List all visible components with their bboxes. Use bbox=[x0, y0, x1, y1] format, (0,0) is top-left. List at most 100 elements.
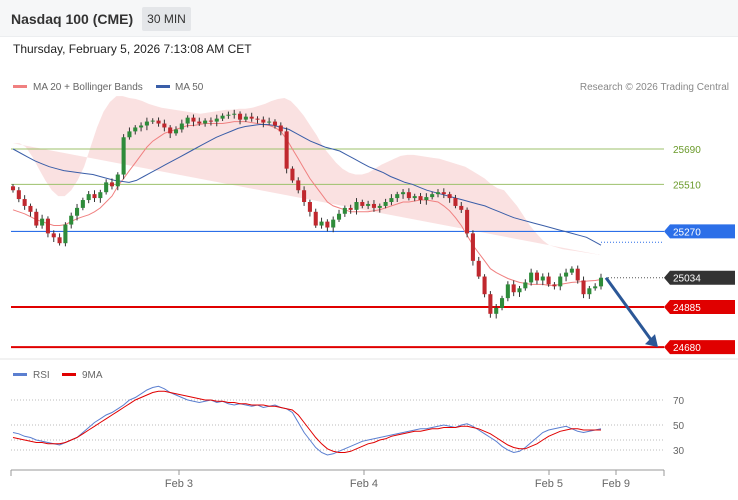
legend-label-ma20: MA 20 + Bollinger Bands bbox=[33, 82, 143, 93]
candle-body bbox=[377, 205, 382, 208]
projection-arrowhead bbox=[645, 334, 658, 348]
rsi-tick-label: 70 bbox=[673, 396, 685, 407]
support-tag-4 bbox=[664, 299, 735, 314]
candle-body bbox=[558, 276, 563, 287]
candle-body bbox=[494, 307, 499, 314]
candle-body bbox=[63, 224, 68, 244]
candle-body bbox=[552, 284, 557, 287]
candle-body bbox=[470, 233, 475, 261]
candle-body bbox=[540, 276, 545, 281]
candle-body bbox=[28, 205, 33, 212]
x-tick-label: Feb 5 bbox=[535, 478, 563, 490]
candle-body bbox=[593, 286, 598, 289]
candlesticks bbox=[10, 109, 604, 319]
candle-body bbox=[459, 205, 464, 210]
candle-body bbox=[534, 272, 539, 281]
candle-body bbox=[360, 202, 365, 206]
pivot-tag bbox=[664, 224, 735, 239]
candle-body bbox=[34, 211, 39, 226]
candle-body bbox=[208, 120, 213, 122]
candle-body bbox=[412, 196, 417, 199]
rsi-legend: RSI 9MA bbox=[13, 370, 103, 381]
candle-body bbox=[441, 192, 446, 195]
candle-body bbox=[598, 277, 604, 287]
candle-body bbox=[22, 199, 27, 206]
candle-body bbox=[564, 272, 569, 277]
candle-body bbox=[69, 215, 74, 225]
last-price-tag bbox=[664, 270, 735, 285]
candle-body bbox=[267, 121, 272, 123]
candle-body bbox=[40, 218, 45, 226]
legend-swatch-rsi bbox=[13, 373, 27, 376]
legend-swatch-9ma bbox=[62, 373, 76, 376]
candle-body bbox=[581, 280, 586, 295]
candle-body bbox=[418, 196, 423, 201]
price-level-labels: 25690 25510 25270 25034 24885 24680 bbox=[664, 145, 735, 355]
candle-body bbox=[238, 113, 243, 120]
candle-body bbox=[10, 186, 16, 191]
x-tick-label: Feb 3 bbox=[165, 478, 193, 490]
candle-body bbox=[453, 198, 458, 206]
candle-body bbox=[529, 272, 534, 283]
candle-body bbox=[488, 294, 493, 314]
candle-body bbox=[127, 131, 132, 138]
candle-body bbox=[261, 119, 266, 123]
candle-body bbox=[389, 198, 394, 202]
candle-body bbox=[173, 129, 179, 134]
candle-body bbox=[342, 207, 347, 214]
legend-swatch-ma50 bbox=[156, 85, 170, 88]
candle-body bbox=[569, 268, 574, 273]
rsi-line bbox=[12, 385, 602, 456]
candle-body bbox=[325, 221, 330, 228]
candle-body bbox=[150, 120, 155, 122]
candle-body bbox=[214, 118, 219, 122]
candle-body bbox=[296, 180, 301, 191]
legend-label-9ma: 9MA bbox=[82, 370, 103, 381]
candle-body bbox=[278, 125, 283, 132]
candle-body bbox=[80, 200, 85, 208]
candle-body bbox=[144, 121, 149, 126]
candle-body bbox=[354, 202, 359, 210]
rsi-tick-label: 50 bbox=[673, 421, 685, 432]
candle-body bbox=[162, 123, 167, 128]
candle-body bbox=[302, 190, 307, 202]
candle-body bbox=[45, 218, 50, 234]
candle-body bbox=[115, 174, 120, 187]
legend-swatch-ma20 bbox=[13, 85, 27, 88]
credit-text: Research © 2026 Trading Central bbox=[580, 82, 729, 93]
candle-body bbox=[16, 190, 21, 200]
candle-body bbox=[57, 237, 62, 244]
candle-body bbox=[505, 284, 510, 299]
candle-body bbox=[98, 192, 103, 199]
ma20-line bbox=[12, 121, 602, 286]
candle-body bbox=[191, 117, 196, 122]
timeframe-badge[interactable]: 30 MIN bbox=[142, 7, 191, 31]
projection-arrow bbox=[604, 276, 658, 348]
support-label-4: 24885 bbox=[673, 303, 701, 314]
candle-body bbox=[284, 131, 289, 169]
resistance-label-1: 25510 bbox=[673, 180, 701, 191]
candle-body bbox=[226, 114, 231, 116]
candle-body bbox=[203, 120, 208, 124]
instrument-title: Nasdaq 100 (CME) bbox=[11, 11, 134, 27]
candle-body bbox=[139, 125, 144, 128]
legend-label-ma50: MA 50 bbox=[175, 82, 204, 93]
candle-body bbox=[435, 192, 441, 195]
candle-body bbox=[371, 203, 376, 208]
candle-body bbox=[109, 182, 115, 187]
rsi-panel: 70 50 30 bbox=[11, 385, 685, 457]
candle-body bbox=[447, 194, 452, 199]
candle-body bbox=[313, 211, 318, 226]
candle-body bbox=[307, 202, 312, 212]
candle-body bbox=[511, 284, 516, 293]
candle-body bbox=[249, 116, 254, 119]
pivot-label: 25270 bbox=[673, 227, 701, 238]
candle-body bbox=[121, 137, 126, 175]
rsi-9ma-line bbox=[12, 390, 601, 453]
main-legend: MA 20 + Bollinger Bands MA 50 Research ©… bbox=[13, 82, 729, 93]
projection-arrow-shaft bbox=[604, 276, 654, 343]
candle-body bbox=[401, 192, 406, 195]
candle-body bbox=[75, 207, 80, 216]
